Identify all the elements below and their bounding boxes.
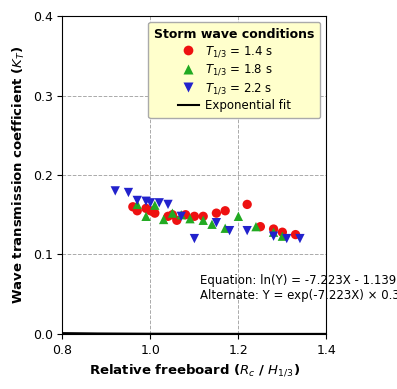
Point (143, 205, 149, 212)
Point (165, 213, 171, 219)
Point (156, 200, 162, 206)
Point (191, 213, 198, 219)
Point (134, 208, 141, 214)
Point (178, 212, 184, 218)
Point (191, 235, 198, 242)
Point (270, 226, 277, 232)
Point (187, 216, 193, 222)
Point (152, 210, 158, 216)
Point (152, 202, 158, 209)
Point (257, 224, 264, 230)
Point (279, 229, 285, 235)
Point (279, 233, 285, 239)
Point (213, 210, 220, 216)
Point (169, 210, 175, 216)
Point (173, 217, 180, 223)
Point (270, 229, 277, 235)
Point (134, 201, 141, 207)
Point (209, 221, 215, 228)
Text: Equation: ln(Y) = -7.223X - 1.139
Alternate: Y = exp(-7.223X) × 0.32: Equation: ln(Y) = -7.223X - 1.139 Altern… (200, 274, 397, 302)
Point (292, 231, 299, 238)
Y-axis label: Wave transmission coefficient ($K_T$): Wave transmission coefficient ($K_T$) (11, 46, 27, 304)
Point (222, 225, 228, 231)
Point (244, 201, 251, 207)
Point (143, 198, 149, 204)
Point (112, 188, 118, 194)
Point (253, 224, 259, 230)
Point (270, 233, 277, 239)
Point (130, 204, 136, 210)
Point (147, 208, 154, 214)
Point (222, 208, 228, 214)
Legend: $T_{1/3}$ = 1.4 s, $T_{1/3}$ = 1.8 s, $T_{1/3}$ = 2.2 s, Exponential fit: $T_{1/3}$ = 1.4 s, $T_{1/3}$ = 1.8 s, $T… (148, 22, 320, 118)
Point (244, 228, 251, 234)
Point (147, 200, 154, 206)
Point (134, 197, 141, 203)
Point (160, 216, 167, 223)
Point (169, 212, 175, 218)
Point (283, 235, 290, 242)
Point (200, 217, 206, 223)
Point (297, 235, 303, 242)
Point (165, 201, 171, 207)
Point (226, 228, 233, 234)
Point (143, 213, 149, 219)
Point (125, 189, 132, 196)
Point (235, 213, 241, 219)
Point (213, 219, 220, 226)
Point (200, 213, 206, 219)
Point (178, 213, 184, 219)
X-axis label: Relative freeboard ($R_c$ / $H_{1/3}$): Relative freeboard ($R_c$ / $H_{1/3}$) (89, 362, 300, 378)
Point (183, 212, 189, 218)
